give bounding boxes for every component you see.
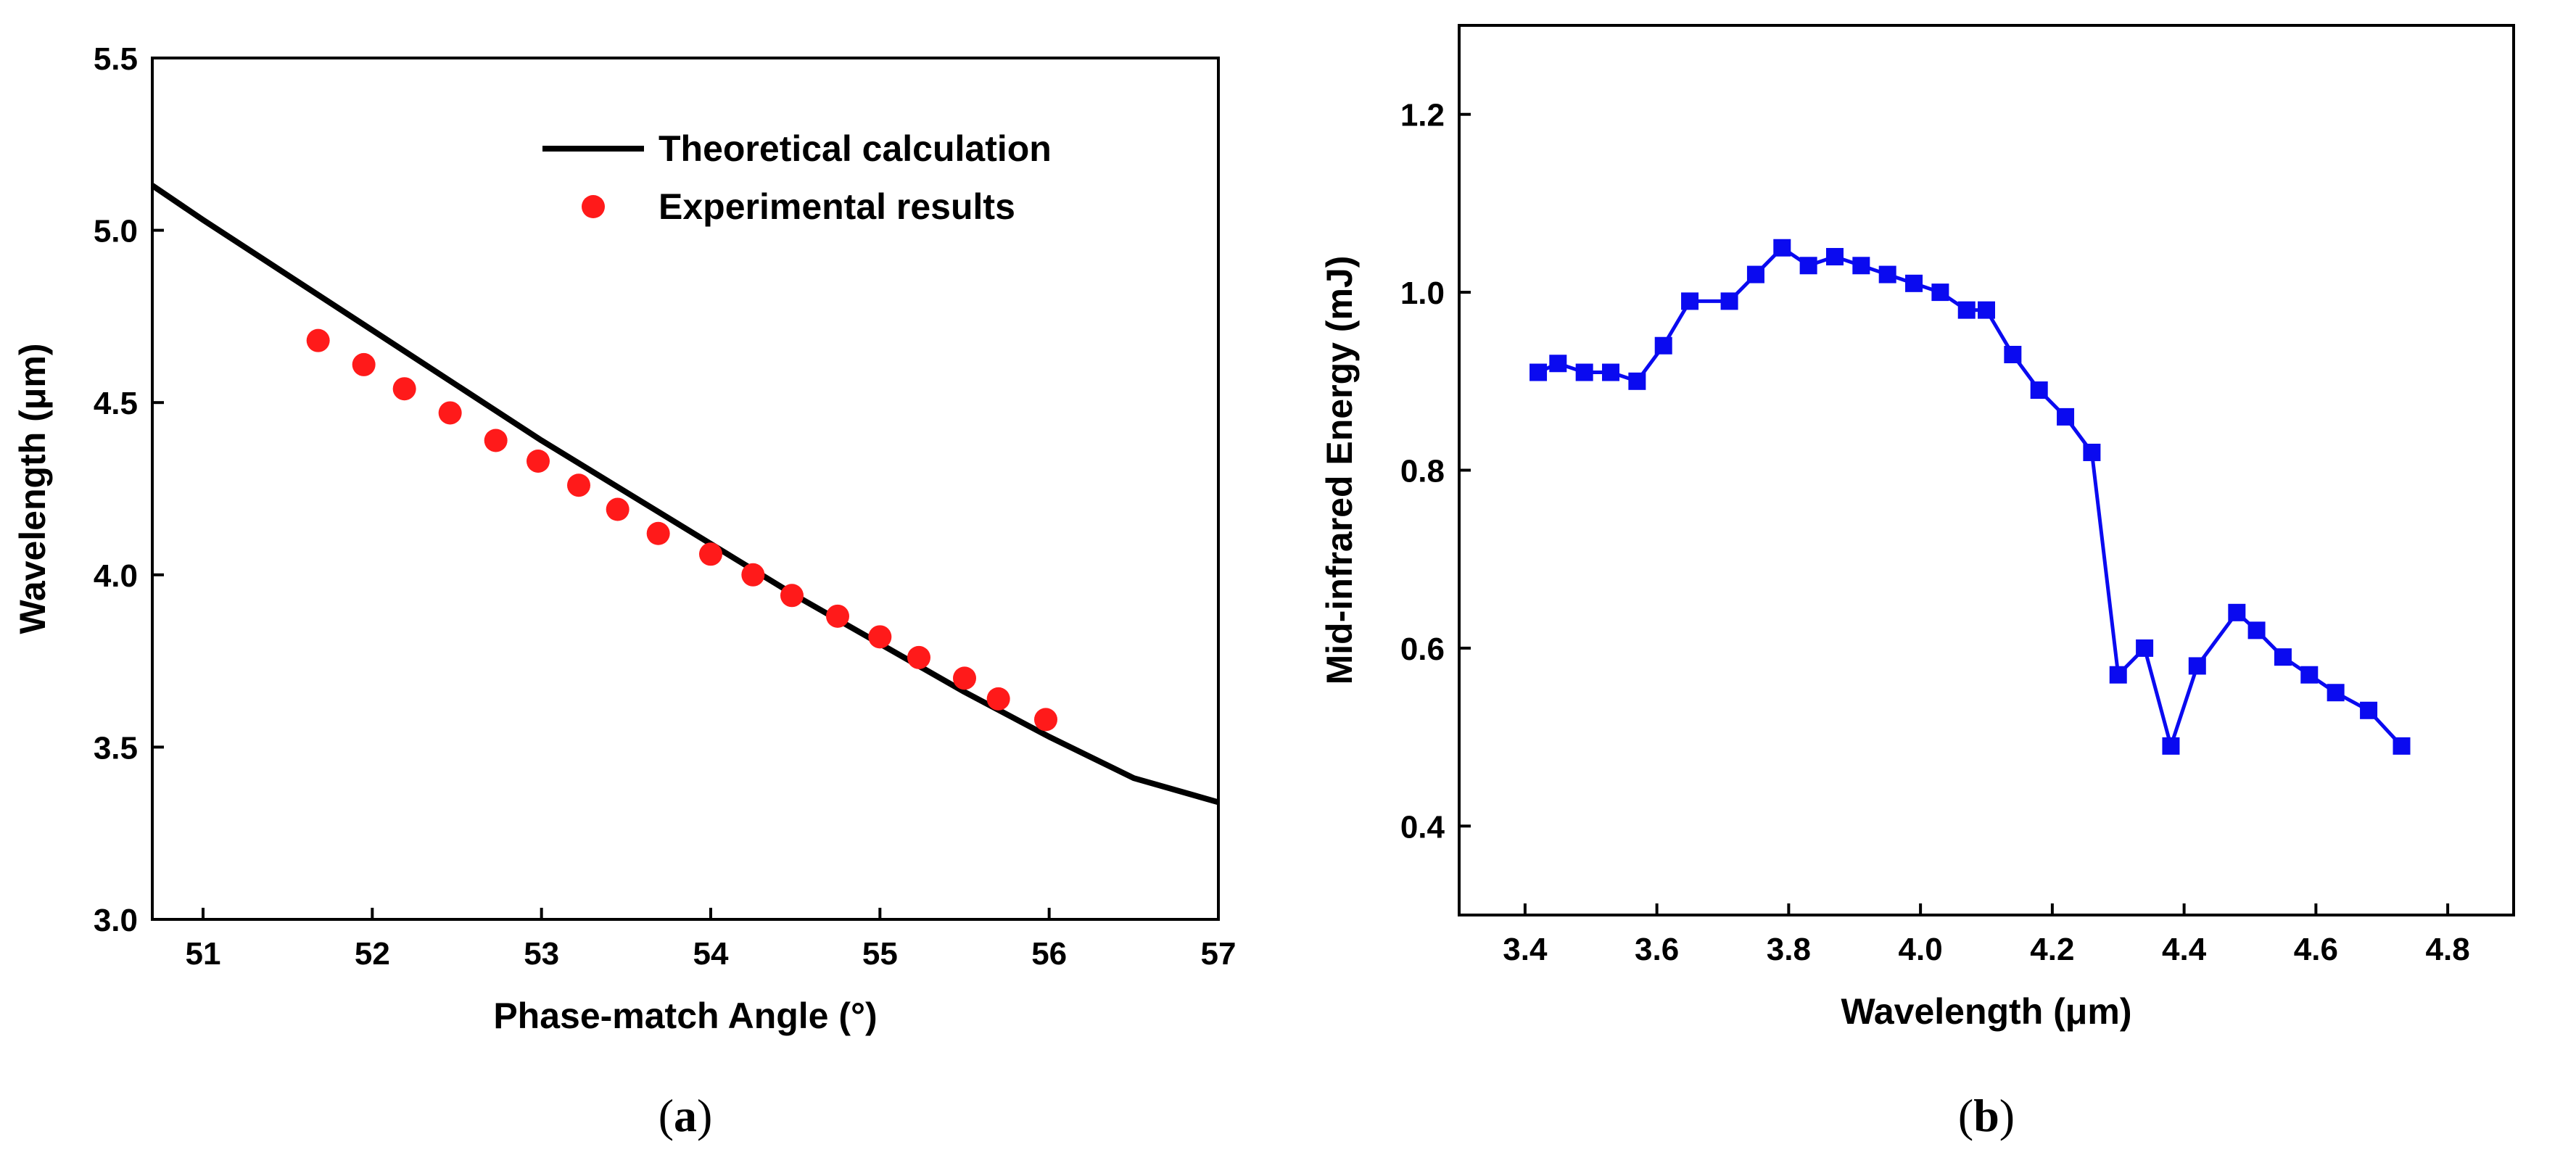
energy-point [1773, 239, 1791, 257]
panel-b-label: (b) [1958, 1090, 2015, 1141]
x-tick-label: 4.4 [2162, 932, 2207, 967]
experimental-point [699, 542, 722, 566]
energy-point [1978, 301, 1995, 319]
energy-point [2109, 666, 2127, 684]
y-tick-label: 1.2 [1400, 98, 1445, 133]
x-tick-label: 4.6 [2294, 932, 2338, 967]
y-tick-label: 4.0 [94, 558, 138, 594]
energy-point [2360, 701, 2378, 719]
energy-point [1681, 292, 1699, 310]
experimental-point [953, 666, 976, 690]
experimental-point [741, 563, 765, 587]
panel-b-ticks-layer: 3.4 3.6 3.8 4.0 4.2 4.4 4.6 4.8 0.4 0.6 0.8 1.0 1.2 [1400, 98, 2470, 967]
experimental-point [986, 687, 1010, 711]
y-tick-label: 5.0 [94, 214, 138, 249]
energy-point [1575, 363, 1593, 381]
y-tick-label: 3.0 [94, 903, 138, 938]
x-tick-label: 54 [693, 936, 729, 972]
x-tick-label: 3.4 [1503, 932, 1548, 967]
experimental-point [438, 401, 462, 425]
energy-point [2136, 639, 2154, 657]
panel-b-y-axis-title: Mid-infrared Energy (mJ) [1319, 256, 1360, 685]
energy-point [2162, 737, 2180, 755]
y-tick-label: 3.5 [94, 730, 138, 766]
y-tick-label: 1.0 [1400, 276, 1445, 311]
x-tick-label: 4.8 [2426, 932, 2470, 967]
y-tick-label: 5.5 [94, 41, 138, 77]
x-tick-label: 52 [355, 936, 390, 972]
legend-label-experimental: Experimental results [659, 186, 1015, 227]
energy-point [2057, 407, 2075, 426]
legend-label-theoretical: Theoretical calculation [659, 128, 1052, 169]
panel-b-letter: b [1973, 1090, 1999, 1141]
y-tick-label: 0.8 [1400, 454, 1445, 489]
energy-point [2274, 648, 2292, 666]
energy-point [1957, 301, 1976, 319]
x-tick-label: 55 [862, 936, 898, 972]
energy-point [1931, 283, 1949, 302]
panel-a-x-axis-title: Phase-match Angle (°) [493, 996, 877, 1036]
energy-point [2393, 737, 2411, 755]
panel-a-series-layer [150, 183, 1220, 806]
energy-point [2327, 684, 2345, 702]
panel-a-label: (a) [659, 1090, 713, 1141]
panel-a-y-axis-title: Wavelength (μm) [12, 344, 53, 634]
panel-a-ticks-layer: 51 52 53 54 55 56 57 3.0 3.5 4.0 4.5 5.0 5.5 [94, 41, 1237, 972]
panel-b-x-axis-title: Wavelength (μm) [1841, 991, 2132, 1032]
x-tick-label: 51 [186, 936, 221, 972]
energy-point [2247, 621, 2266, 640]
energy-point [1720, 292, 1738, 310]
theoretical-curve [150, 183, 1220, 806]
panel-b-chart: 3.4 3.6 3.8 4.0 4.2 4.4 4.6 4.80.40.60.81.01.2 … [1319, 24, 2515, 1141]
y-tick-label: 0.4 [1400, 809, 1445, 845]
experimental-point [868, 625, 892, 649]
x-tick-label: 4.0 [1899, 932, 1943, 967]
energy-point [2300, 666, 2319, 684]
energy-point [1852, 257, 1870, 275]
experimental-point [567, 473, 590, 497]
panel-a-plot-frame [151, 57, 1220, 921]
experimental-point [306, 328, 330, 352]
energy-point [2030, 381, 2048, 400]
experimental-point [606, 497, 629, 521]
energy-point [1799, 257, 1817, 275]
energy-point [1549, 355, 1567, 373]
panel-a-chart: 51 52 53 54 55 56 57 3.0 3.5 4.0 4.5 5.0 5.5 Phase-m… [12, 41, 1236, 1141]
x-tick-label: 53 [524, 936, 559, 972]
energy-point [1628, 372, 1646, 390]
experimental-point [527, 449, 550, 473]
energy-point [1602, 363, 1620, 381]
energy-point [1905, 274, 1923, 292]
energy-point [1530, 363, 1548, 381]
experimental-point [1034, 708, 1057, 732]
panel-a-letter: a [674, 1090, 697, 1141]
experimental-point [392, 377, 416, 401]
energy-point [2188, 657, 2206, 675]
x-tick-label: 4.2 [2030, 932, 2074, 967]
x-tick-label: 57 [1201, 936, 1237, 972]
energy-point [1654, 336, 1672, 355]
experimental-point [484, 429, 508, 452]
energy-point [2083, 443, 2101, 461]
x-tick-label: 3.6 [1635, 932, 1679, 967]
energy-point [1878, 265, 1896, 283]
x-tick-label: 3.8 [1767, 932, 1811, 967]
energy-point [1746, 265, 1764, 283]
experimental-point [352, 352, 376, 376]
y-tick-label: 4.5 [94, 386, 138, 421]
legend-dot-symbol [582, 195, 605, 218]
energy-point [1825, 248, 1844, 266]
experimental-point [907, 645, 930, 669]
y-tick-label: 0.6 [1400, 632, 1445, 667]
energy-point [2004, 345, 2022, 363]
experimental-point [646, 521, 670, 545]
panel-b-series-layer [1530, 239, 2411, 755]
x-tick-label: 56 [1031, 936, 1067, 972]
experimental-point [826, 604, 849, 628]
panel-a-legend: Theoretical calculation Experimental res… [542, 128, 1052, 227]
experimental-point [780, 584, 804, 608]
energy-point [2228, 603, 2246, 621]
